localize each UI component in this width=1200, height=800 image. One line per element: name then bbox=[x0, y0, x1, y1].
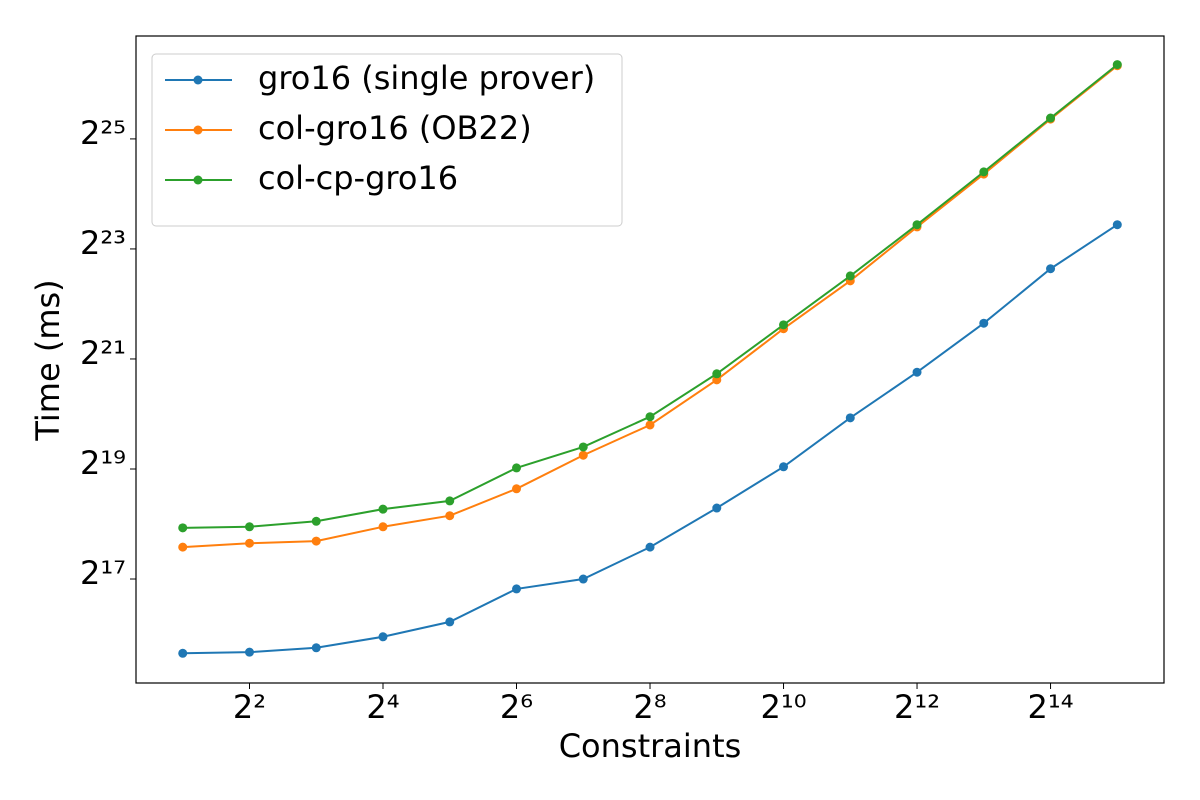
y-tick-label: 2²¹ bbox=[80, 334, 126, 372]
data-point bbox=[378, 632, 388, 642]
x-tick-label: 2² bbox=[233, 688, 266, 726]
y-axis-label: Time (ms) bbox=[29, 279, 67, 441]
data-point bbox=[779, 462, 789, 472]
x-tick-label: 2¹⁰ bbox=[761, 688, 807, 726]
x-tick-label: 2¹⁴ bbox=[1028, 688, 1074, 726]
data-point bbox=[244, 647, 254, 657]
data-point bbox=[445, 511, 455, 521]
data-point bbox=[512, 584, 522, 594]
y-tick-label: 2¹⁷ bbox=[80, 554, 126, 592]
data-point bbox=[912, 367, 922, 377]
x-tick-label: 2⁴ bbox=[366, 688, 399, 726]
data-point bbox=[1046, 264, 1056, 274]
legend-box bbox=[151, 53, 623, 227]
data-point bbox=[378, 522, 388, 532]
legend-marker bbox=[193, 125, 203, 135]
data-point bbox=[712, 369, 722, 379]
data-point bbox=[1112, 60, 1122, 70]
data-point bbox=[311, 516, 321, 526]
y-tick-label: 2²⁵ bbox=[80, 114, 126, 152]
data-point bbox=[178, 542, 188, 552]
data-point bbox=[445, 496, 455, 506]
legend-label: col-cp-gro16 bbox=[258, 159, 458, 197]
data-point bbox=[311, 643, 321, 653]
data-point bbox=[912, 220, 922, 230]
data-point bbox=[979, 318, 989, 328]
legend-label: col-gro16 (OB22) bbox=[258, 109, 532, 147]
legend-label: gro16 (single prover) bbox=[258, 59, 595, 97]
data-point bbox=[845, 271, 855, 281]
y-tick-label: 2²³ bbox=[80, 224, 126, 262]
data-point bbox=[178, 523, 188, 533]
series-line bbox=[182, 223, 1118, 655]
x-tick-label: 2¹² bbox=[894, 688, 940, 726]
data-point bbox=[712, 503, 722, 513]
y-tick-label: 2¹⁹ bbox=[80, 444, 126, 482]
data-point bbox=[779, 320, 789, 330]
legend-marker bbox=[193, 175, 203, 185]
data-point bbox=[512, 484, 522, 494]
x-tick-label: 2⁸ bbox=[633, 688, 666, 726]
data-point bbox=[512, 463, 522, 473]
data-point bbox=[645, 420, 655, 430]
data-point bbox=[578, 574, 588, 584]
x-axis-label: Constraints bbox=[559, 727, 742, 765]
data-point bbox=[311, 536, 321, 546]
data-point bbox=[178, 648, 188, 658]
data-point bbox=[645, 412, 655, 422]
x-tick-label: 2⁶ bbox=[500, 688, 533, 726]
data-point bbox=[244, 522, 254, 532]
data-point bbox=[578, 442, 588, 452]
data-point bbox=[578, 450, 588, 460]
data-point bbox=[1112, 220, 1122, 230]
data-point bbox=[845, 413, 855, 423]
data-point bbox=[378, 504, 388, 514]
data-point bbox=[1046, 113, 1056, 123]
data-point bbox=[979, 167, 989, 177]
data-point bbox=[645, 542, 655, 552]
legend-marker bbox=[193, 75, 203, 85]
data-point bbox=[244, 538, 254, 548]
data-point bbox=[445, 617, 455, 627]
